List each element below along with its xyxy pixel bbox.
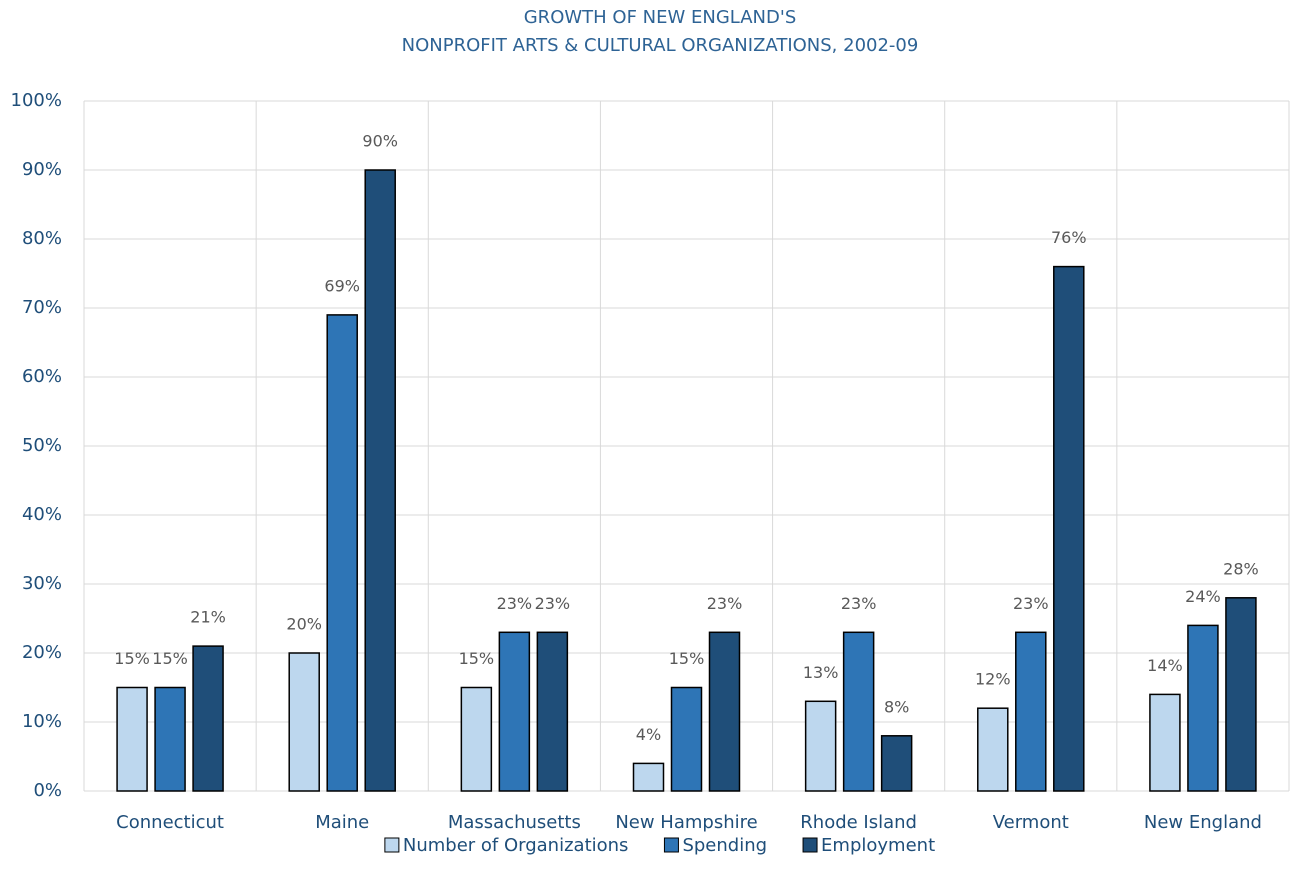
x-tick-label: New England xyxy=(1144,812,1262,833)
data-label: 23% xyxy=(841,594,877,613)
bar xyxy=(1053,265,1085,792)
chart-title: NONPROFIT ARTS & CULTURAL ORGANIZATIONS,… xyxy=(402,35,919,56)
x-tick-label: Rhode Island xyxy=(800,812,917,833)
data-label: 15% xyxy=(114,649,150,668)
y-tick-label: 90% xyxy=(22,159,62,180)
data-label: 23% xyxy=(707,594,743,613)
x-tick-label: Connecticut xyxy=(116,812,224,833)
legend-swatch xyxy=(663,837,679,853)
data-label: 21% xyxy=(190,608,226,627)
bar xyxy=(460,686,493,792)
y-tick-label: 40% xyxy=(22,504,62,525)
bar xyxy=(536,631,569,792)
data-label: 23% xyxy=(535,594,571,613)
bar xyxy=(977,707,1009,792)
data-label: 15% xyxy=(152,649,188,668)
y-tick-label: 50% xyxy=(22,435,62,456)
chart-title: GROWTH OF NEW ENGLAND'S xyxy=(524,7,797,28)
x-tick-label: Massachusetts xyxy=(448,812,581,833)
x-tick-label: Vermont xyxy=(993,812,1069,833)
bar xyxy=(880,735,913,792)
bar xyxy=(154,686,186,792)
bar xyxy=(708,631,741,792)
x-tick-label: New Hampshire xyxy=(615,812,757,833)
bar xyxy=(116,686,148,792)
data-label: 20% xyxy=(286,615,322,634)
data-label: 69% xyxy=(324,276,360,295)
x-tick-label: Maine xyxy=(315,812,369,833)
y-tick-label: 60% xyxy=(22,366,62,387)
data-label: 24% xyxy=(1185,587,1221,606)
bar xyxy=(804,700,837,792)
bar xyxy=(1187,624,1219,792)
legend-swatch xyxy=(384,837,400,853)
data-label: 28% xyxy=(1223,559,1259,578)
y-tick-label: 80% xyxy=(22,228,62,249)
data-label: 4% xyxy=(636,725,661,744)
bar xyxy=(192,645,224,792)
data-label: 13% xyxy=(803,663,839,682)
y-tick-label: 70% xyxy=(22,297,62,318)
data-label: 90% xyxy=(362,132,398,151)
bar xyxy=(326,314,358,792)
data-label: 23% xyxy=(1013,594,1049,613)
y-tick-label: 20% xyxy=(22,642,62,663)
data-label: 76% xyxy=(1051,228,1087,247)
legend-label: Number of Organizations xyxy=(403,835,629,856)
bar xyxy=(1149,693,1181,792)
bar xyxy=(842,631,875,792)
bar xyxy=(364,169,396,792)
y-tick-label: 100% xyxy=(11,90,62,111)
legend-label: Employment xyxy=(821,835,935,856)
y-tick-label: 0% xyxy=(33,780,62,801)
data-label: 8% xyxy=(884,697,909,716)
bar xyxy=(498,631,531,792)
bar xyxy=(288,652,320,792)
data-label: 15% xyxy=(669,649,705,668)
data-label: 14% xyxy=(1147,656,1183,675)
legend-swatch xyxy=(802,837,818,853)
bar xyxy=(1015,631,1047,792)
bar xyxy=(1225,597,1257,792)
bar xyxy=(632,762,665,792)
data-label: 12% xyxy=(975,670,1011,689)
data-label: 15% xyxy=(459,649,495,668)
bar xyxy=(670,686,703,792)
y-tick-label: 10% xyxy=(22,711,62,732)
data-label: 23% xyxy=(497,594,533,613)
y-tick-label: 30% xyxy=(22,573,62,594)
legend-label: Spending xyxy=(682,835,767,856)
